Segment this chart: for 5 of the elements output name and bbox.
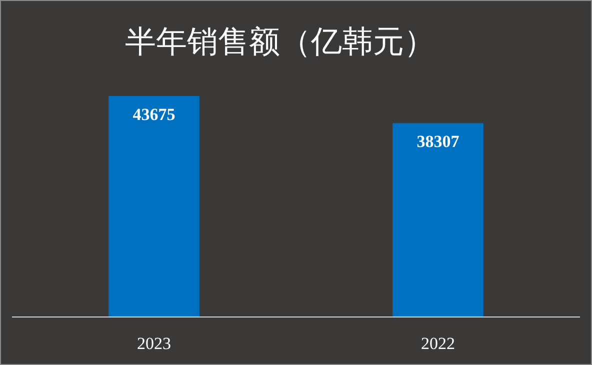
chart-title: 半年销售额（亿韩元）	[125, 24, 435, 60]
data-label: 43675	[132, 105, 176, 124]
x-tick-label: 2023	[137, 334, 171, 353]
x-tick-label: 2022	[421, 334, 455, 353]
data-label: 38307	[416, 132, 460, 152]
